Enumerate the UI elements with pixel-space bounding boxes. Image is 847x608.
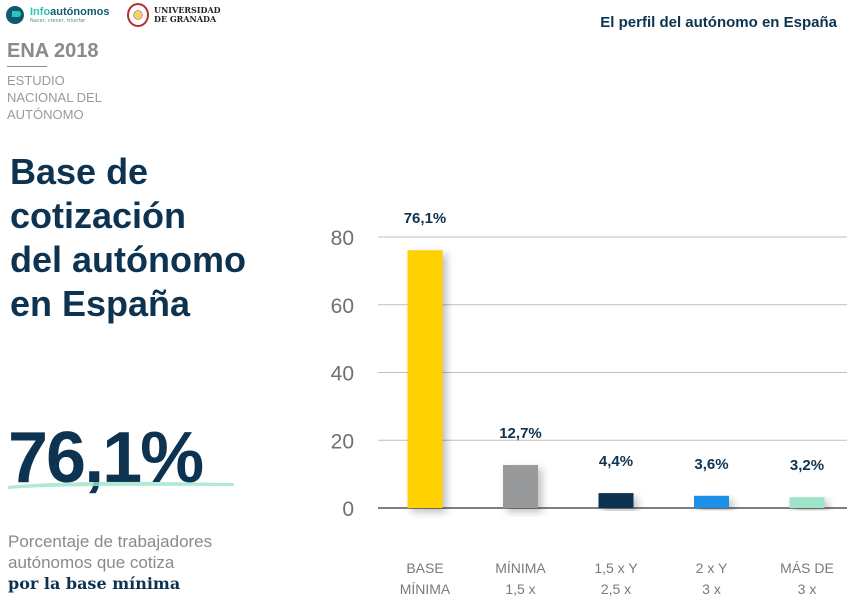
data-label-4: 3,2% (790, 457, 824, 474)
y-tick-label-0: 0 (342, 498, 354, 521)
data-label-2: 4,4% (599, 453, 633, 470)
highlight-swoosh (8, 481, 234, 489)
highlight-description: Porcentaje de trabajadores autónomos que… (8, 531, 308, 594)
headline-line4: en España (10, 283, 191, 324)
y-tick-label-60: 60 (331, 295, 354, 318)
category-label-3-1: 3 x (702, 581, 721, 597)
infoautonomos-badge-icon (6, 6, 24, 24)
y-tick-label-20: 20 (331, 430, 354, 453)
desc-strong: por la base mínima (8, 574, 181, 593)
category-label-4-1: 3 x (798, 581, 817, 597)
bar-3 (694, 495, 729, 508)
bar-0 (407, 250, 443, 508)
brand-tagline: Nacer, crecer, triunfar (30, 17, 86, 24)
study-divider (7, 66, 47, 67)
category-label-3-0: 2 x Y (696, 560, 728, 576)
data-label-0: 76,1% (404, 210, 447, 227)
data-label-1: 12,7% (499, 425, 542, 442)
headline-line1: Base de (10, 151, 149, 192)
university-seal-icon (127, 3, 149, 27)
page-title: El perfil del autónomo en España (600, 14, 837, 31)
y-tick-label-80: 80 (331, 227, 354, 250)
bar-4 (789, 497, 825, 508)
desc-line2: autónomos que cotiza (8, 553, 175, 572)
university-line2: DE GRANADA (154, 14, 217, 24)
category-label-1-0: MÍNIMA (495, 560, 546, 576)
category-label-0-0: BASE (406, 560, 443, 576)
study-name: ENA 2018 (7, 40, 99, 62)
brand-name: Infoautónomos (30, 5, 110, 18)
bar-2 (598, 493, 634, 508)
study-description: ESTUDIO NACIONAL DEL AUTÓNOMO (7, 72, 137, 123)
university-line1: UNIVERSIDAD (154, 5, 221, 15)
category-label-0-1: MÍNIMA (400, 581, 451, 597)
brand-autonomos: autónomos (50, 5, 110, 18)
headline: Base de cotización del autónomo en Españ… (10, 150, 300, 326)
category-label-2-1: 2,5 x (601, 581, 631, 597)
bar-chart: 0 20 40 60 80 76,1% BASE MÍNIMA 12,7% MÍNIMA 1,5 … (331, 210, 847, 597)
headline-line2: cotización (10, 195, 187, 236)
brand-info: Info (30, 5, 51, 18)
category-label-1-1: 1,5 x (505, 581, 535, 597)
infoautonomos-logo: Infoautónomos Nacer, crecer, triunfar (6, 6, 109, 24)
study-line1: ESTUDIO (7, 73, 65, 88)
headline-line3: del autónomo (10, 239, 246, 280)
study-line3: AUTÓNOMO (7, 107, 84, 122)
data-label-3: 3,6% (694, 456, 728, 473)
y-tick-label-40: 40 (331, 363, 354, 386)
university-logo: UNIVERSIDAD DE GRANADA (127, 3, 221, 27)
desc-line1: Porcentaje de trabajadores (8, 532, 213, 551)
category-label-4-0: MÁS DE (780, 560, 834, 576)
bar-1 (503, 464, 538, 508)
study-line2: NACIONAL DEL (7, 90, 102, 105)
category-label-2-0: 1,5 x Y (594, 560, 638, 576)
